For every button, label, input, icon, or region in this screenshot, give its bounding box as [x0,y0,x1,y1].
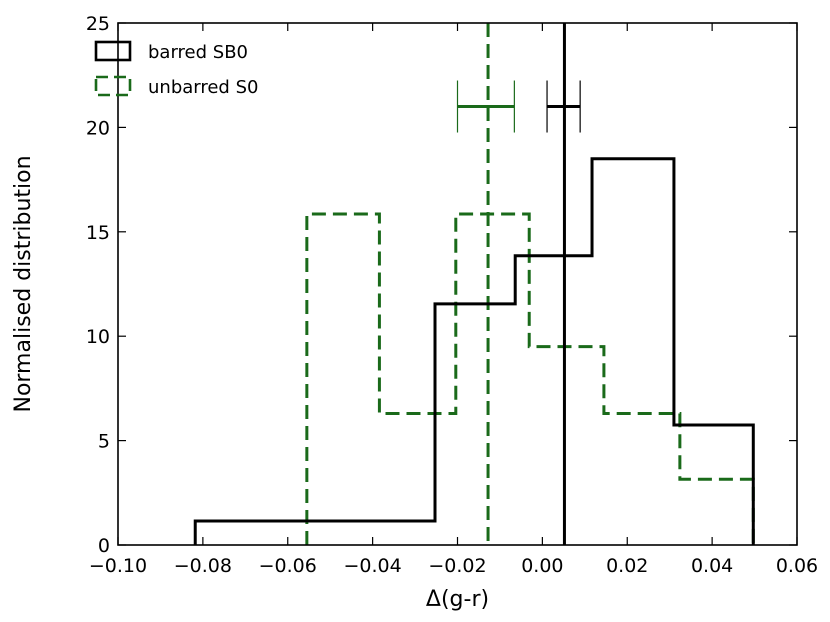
unbarred-s0-histogram [305,212,755,545]
x-tick-label: 0.06 [776,555,818,577]
x-tick-label: −0.02 [428,555,486,577]
unbarred-s0-legend-swatch [94,75,132,97]
y-tick-label: 15 [86,222,110,244]
plot-frame [117,22,798,546]
x-tick-label: −0.10 [89,555,147,577]
x-tick-label: −0.06 [259,555,317,577]
barred-sb0-histogram [193,157,755,545]
x-tick-label: 0.02 [606,555,648,577]
legend: barred SB0 unbarred S0 [94,40,258,98]
ticks-layer: −0.10 −0.08 −0.06 −0.04 −0.02 0.00 0.02 0.04 0.0… [86,13,818,577]
y-tick-label: 0 [98,535,110,557]
barred-sb0-legend-label: barred SB0 [148,42,248,63]
x-tick-label: −0.04 [344,555,402,577]
barred-sb0-legend-swatch [94,40,132,62]
y-tick-label: 10 [86,326,110,348]
x-axis-title: Δ(g-r) [426,587,489,612]
x-tick-label: −0.08 [174,555,232,577]
y-tick-label: 20 [86,117,110,139]
x-tick-label: 0.00 [521,555,563,577]
x-tick-label: 0.04 [691,555,733,577]
y-axis-title: Normalised distribution [11,155,36,412]
y-tick-label: 25 [86,13,110,35]
y-tick-label: 5 [98,431,110,453]
series-layer [193,23,755,545]
unbarred-s0-legend-label: unbarred S0 [148,77,258,98]
